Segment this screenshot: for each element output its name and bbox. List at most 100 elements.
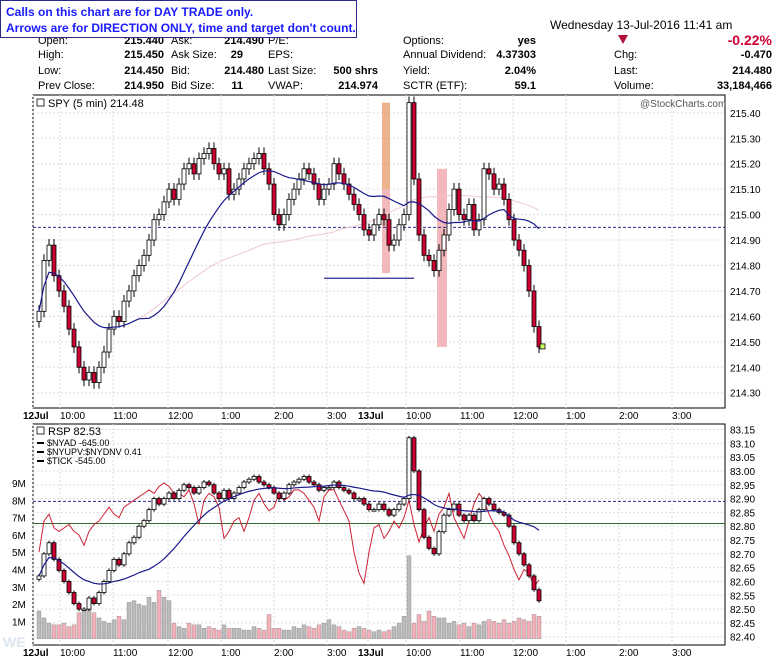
spy-candle-53 [301, 168, 307, 180]
rsp-xtick-7: 13Jul [358, 648, 384, 659]
rsp-candle-51 [291, 481, 297, 486]
spy-candle-56 [316, 183, 322, 200]
volume-bar-16 [116, 616, 122, 639]
volume-bar-38 [226, 628, 232, 639]
rsp-legend-0: $NYAD -645.00 [47, 438, 109, 448]
spy-candle-93 [501, 183, 507, 200]
spy-candle-34 [206, 148, 212, 154]
spy-candle-14 [106, 328, 112, 353]
spy-candle-36 [216, 163, 222, 175]
spy-candle-35 [211, 148, 217, 165]
rsp-candle-87 [471, 514, 477, 522]
last-label: Last: [614, 65, 638, 77]
volume-bar-64 [356, 626, 362, 639]
rsp-candle-14 [106, 570, 112, 582]
volume-bar-39 [231, 628, 237, 639]
rsp-ytick-4: 82.95 [730, 481, 755, 492]
rsp-candle-26 [166, 492, 172, 499]
spy-candle-6 [66, 305, 72, 330]
volume-bar-86 [466, 626, 472, 639]
volume-bar-3 [51, 624, 57, 639]
rsp-candle-88 [476, 509, 482, 522]
volume-bar-17 [121, 619, 127, 639]
vwap-value: 214.974 [338, 80, 378, 92]
rsp-candle-23 [151, 498, 157, 511]
last-price-marker [539, 343, 546, 350]
rsp-candle-28 [176, 489, 182, 499]
rsp-candle-57 [321, 487, 327, 491]
volume-bar-98 [526, 621, 532, 639]
volume-bar-76 [416, 614, 422, 639]
pe-label: P/E: [268, 35, 289, 47]
spy-candle-79 [431, 260, 437, 271]
spy-candle-81 [441, 234, 447, 251]
rsp-candle-5 [61, 570, 67, 582]
rsp-candle-22 [146, 509, 152, 522]
spy-candle-95 [511, 219, 517, 241]
volume-bar-13 [101, 621, 107, 639]
volume-value: 33,184,466 [716, 80, 772, 92]
spy-candle-85 [461, 214, 467, 221]
rsp-candle-3 [51, 542, 57, 560]
spy-candle-46 [266, 168, 272, 185]
high-label: High: [38, 49, 64, 61]
volume-bar-45 [261, 629, 267, 639]
volume-bar-19 [131, 600, 137, 639]
rsp-candle-9 [81, 608, 87, 611]
bid-size-value: 11 [231, 80, 243, 92]
spy-candle-57 [321, 188, 327, 200]
rsp-candle-44 [256, 476, 262, 483]
high-value: 215.450 [124, 49, 164, 61]
rsp-xtick-2: 11:00 [113, 648, 138, 659]
rsp-xtick-1: 10:00 [60, 648, 85, 659]
highlight-rect-1 [382, 189, 390, 274]
volume-bar-67 [371, 631, 377, 639]
spy-ytick-0: 215.40 [730, 109, 761, 120]
spy-candle-61 [341, 173, 347, 185]
low-label: Low: [38, 65, 62, 77]
rsp-candle-6 [66, 581, 72, 593]
volume-bar-37 [221, 624, 227, 639]
volume-bar-1 [41, 617, 47, 639]
spy-candle-96 [516, 239, 522, 251]
open-label: Open: [38, 35, 68, 47]
spy-candle-88 [476, 219, 482, 231]
spy-candle-11 [91, 371, 97, 383]
volume-bar-29 [181, 628, 187, 639]
spy-candle-3 [51, 244, 57, 277]
volume-bar-26 [166, 600, 172, 639]
spy-candle-47 [271, 183, 277, 216]
spy-candle-5 [61, 290, 67, 307]
rsp-candle-34 [206, 481, 212, 486]
spy-candle-19 [131, 275, 137, 292]
volume-bar-65 [361, 628, 367, 639]
rsp-candle-10 [86, 597, 92, 610]
volume-tick-6: 3M [12, 583, 26, 594]
spy-ytick-7: 214.70 [730, 287, 761, 298]
dividend-value: 4.37303 [496, 49, 536, 61]
rsp-candle-25 [161, 498, 167, 505]
rsp-candle-37 [221, 489, 227, 499]
spy-candle-60 [336, 163, 342, 175]
spy-candle-65 [361, 214, 367, 231]
rsp-candle-30 [186, 484, 192, 488]
ask-label: Ask: [171, 35, 193, 47]
volume-bar-4 [56, 624, 62, 639]
rsp-candle-55 [311, 481, 317, 486]
volume-bar-2 [46, 622, 52, 639]
watermark: WE [3, 634, 26, 650]
rsp-candle-31 [191, 487, 197, 494]
rsp-candle-42 [246, 478, 252, 483]
volume-bar-20 [136, 603, 142, 639]
volume-bar-51 [291, 626, 297, 639]
spy-candle-59 [331, 163, 337, 185]
spy-ytick-9: 214.50 [730, 338, 761, 349]
note-line-1: Calls on this chart are for DAY TRADE on… [6, 5, 254, 19]
spy-candle-54 [306, 168, 312, 175]
rsp-candle-29 [181, 484, 187, 491]
volume-bar-61 [341, 629, 347, 639]
rsp-candle-77 [421, 509, 427, 538]
open-value: 215.440 [124, 35, 164, 47]
spy-candle-64 [356, 204, 362, 216]
spy-candle-21 [141, 254, 147, 266]
